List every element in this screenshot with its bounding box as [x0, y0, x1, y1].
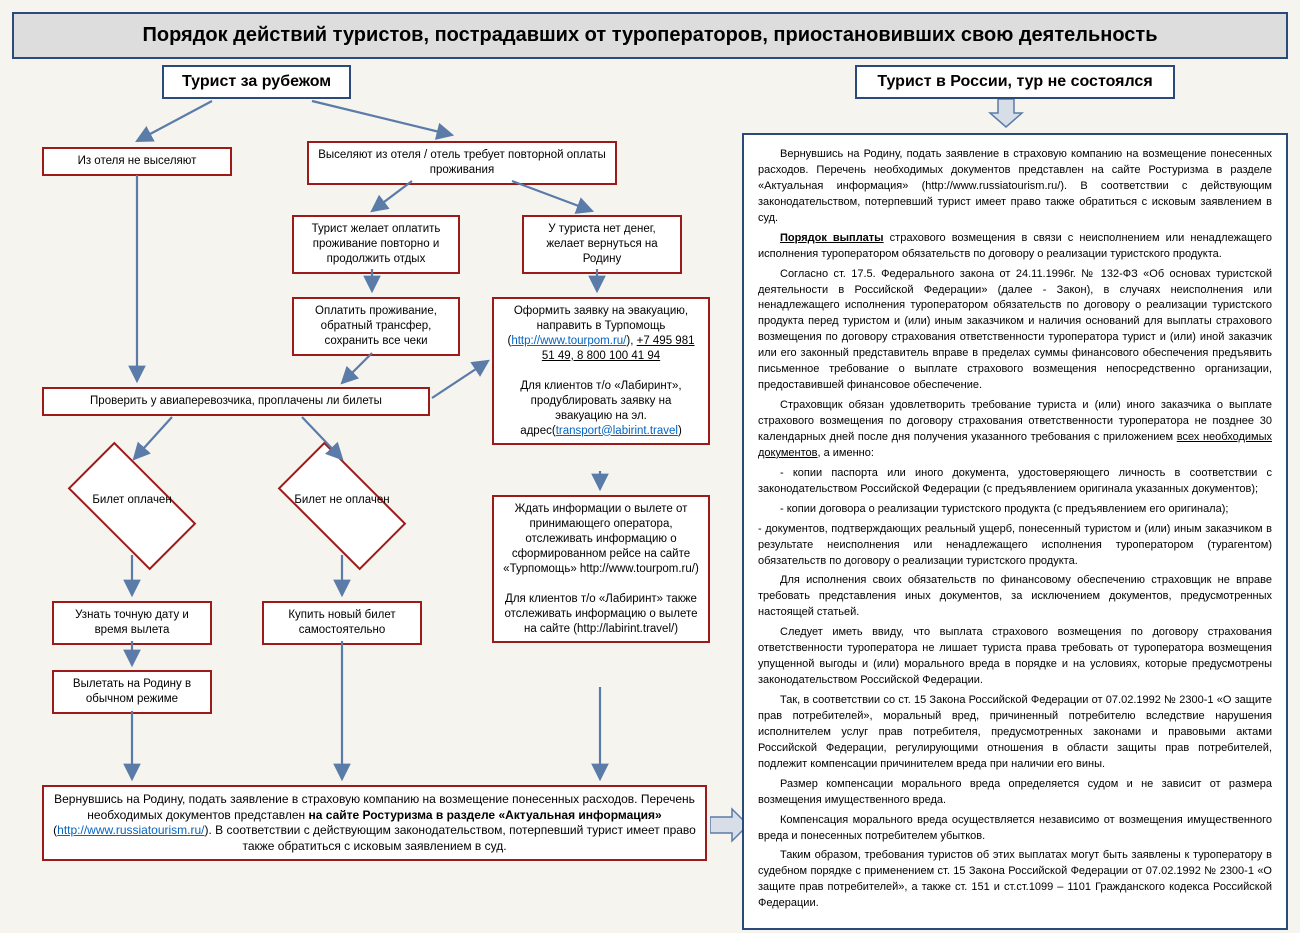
right-column: Турист в России, тур не состоялся Вернув…: [742, 65, 1288, 930]
node-pay-save-receipts: Оплатить проживание, обратный трансфер, …: [292, 297, 460, 356]
node-not-evicted: Из отеля не выселяют: [42, 147, 232, 176]
node-check-tickets: Проверить у авиаперевозчика, проплачены …: [42, 387, 430, 416]
node-evacuation-request: Оформить заявку на эвакуацию, направить …: [492, 297, 710, 445]
node-buy-new-ticket: Купить новый билет самостоятельно: [262, 601, 422, 645]
link-labirint-email[interactable]: transport@labirint.travel: [556, 425, 678, 437]
link-tourpom[interactable]: http://www.tourpom.ru/: [511, 335, 626, 347]
big-arrow-down: [986, 99, 1026, 129]
link-russiatourism[interactable]: http://www.russiatourism.ru/: [57, 823, 204, 837]
node-wait-info: Ждать информации о вылете от принимающег…: [492, 495, 710, 643]
left-section-header: Турист за рубежом: [162, 65, 351, 99]
node-fly-home: Вылетать на Родину в обычном режиме: [52, 670, 212, 714]
node-pay-again: Турист желает оплатить проживание повтор…: [292, 215, 460, 274]
decision-ticket-not-paid-label: Билет не оплачен: [282, 493, 402, 507]
node-evicted: Выселяют из отеля / отель требует повтор…: [307, 141, 617, 185]
flowchart-left: Турист за рубежом Из отеля не выселяют В…: [12, 65, 732, 925]
node-find-date: Узнать точную дату и время вылета: [52, 601, 212, 645]
decision-ticket-paid-label: Билет оплачен: [72, 493, 192, 507]
right-section-header: Турист в России, тур не состоялся: [855, 65, 1174, 99]
main-title: Порядок действий туристов, пострадавших …: [12, 12, 1288, 59]
node-final-return: Вернувшись на Родину, подать заявление в…: [42, 785, 707, 861]
node-no-money: У туриста нет денег, желает вернуться на…: [522, 215, 682, 274]
right-body-text: Вернувшись на Родину, подать заявление в…: [742, 133, 1288, 930]
